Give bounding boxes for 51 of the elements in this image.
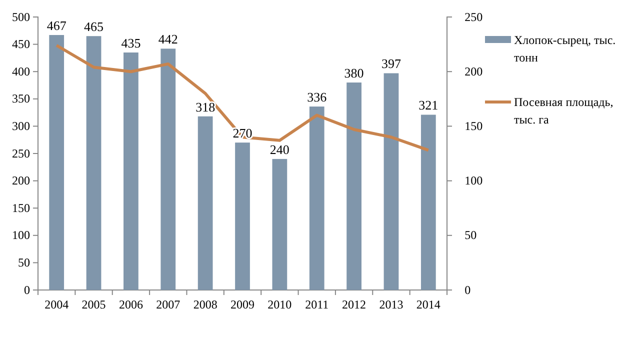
bar [124,52,138,290]
y-tick-label: 50 [18,256,30,270]
bar [309,106,324,290]
bar [384,73,399,290]
bar [160,48,176,290]
bar [198,116,213,290]
legend-label: Посевная площадь, тыс. га [514,95,614,126]
x-tick-label: 2009 [230,298,254,312]
y2-tick-label: 200 [464,64,483,78]
y2-tick-label: 150 [464,119,483,134]
data-label: 240 [270,142,290,157]
y-tick-label: 150 [12,200,30,215]
x-tick-label: 2013 [379,298,404,312]
data-label: 467 [46,18,67,34]
y-tick-label: 350 [12,92,30,106]
data-label: 380 [344,66,364,81]
y-tick-label: 0 [24,282,30,297]
data-label: 318 [196,99,216,114]
y2-tick-label: 100 [464,174,483,188]
data-label: 465 [84,19,104,34]
bar [346,82,362,290]
data-label: 321 [418,98,438,113]
x-tick-label: 2014 [416,298,440,312]
data-label: 336 [307,90,328,105]
x-tick-label: 2010 [268,298,292,312]
y2-tick-label: 50 [464,228,477,242]
y-tick-label: 300 [12,119,30,134]
y-tick-label: 450 [12,37,30,52]
bar [86,36,102,290]
x-tick-label: 2007 [156,298,180,312]
x-tick-label: 2006 [118,298,143,312]
legend-label: Хлопок-сырец, тыс. тонн [514,33,616,64]
x-tick-label: 2011 [305,298,329,312]
x-tick-label: 2012 [342,298,366,312]
x-tick-label: 2005 [82,298,106,312]
data-label: 397 [381,56,402,72]
y-tick-label: 400 [12,64,30,78]
bar [272,158,288,290]
y-tick-label: 250 [12,146,30,160]
y2-tick-label: 250 [464,10,483,24]
data-label: 442 [158,32,178,47]
y-tick-label: 100 [12,228,30,242]
y-tick-label: 200 [12,174,30,188]
x-tick-label: 2008 [193,298,218,312]
bar [420,114,436,290]
y2-tick-label: 0 [464,282,471,297]
bar [49,35,64,290]
data-label: 435 [121,35,141,50]
y-tick-label: 500 [12,10,30,24]
bar [235,142,250,290]
x-tick-label: 2004 [44,298,69,312]
